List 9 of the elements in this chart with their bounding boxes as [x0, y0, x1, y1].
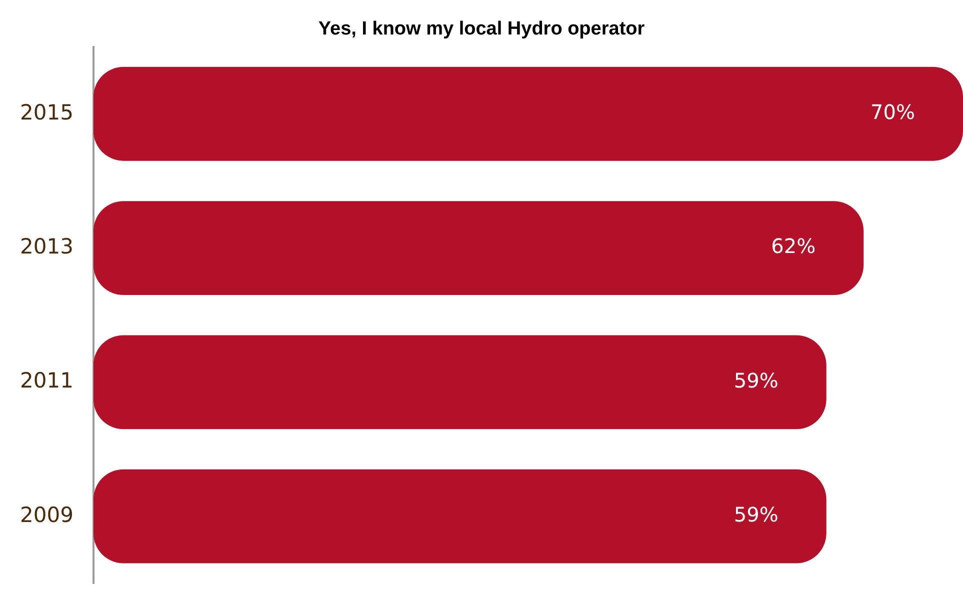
y-tick-label: 2013 [20, 234, 74, 258]
y-tick-label: 2015 [20, 100, 74, 124]
data-label: 59% [734, 502, 778, 527]
data-label: 59% [734, 368, 778, 392]
data-label: 62% [771, 234, 816, 258]
chart-title: Yes, I know my local Hydro operator [318, 18, 646, 40]
y-tick-label: 2009 [20, 502, 74, 527]
data-label: 70% [870, 100, 915, 124]
y-tick-label: 2011 [20, 368, 74, 393]
